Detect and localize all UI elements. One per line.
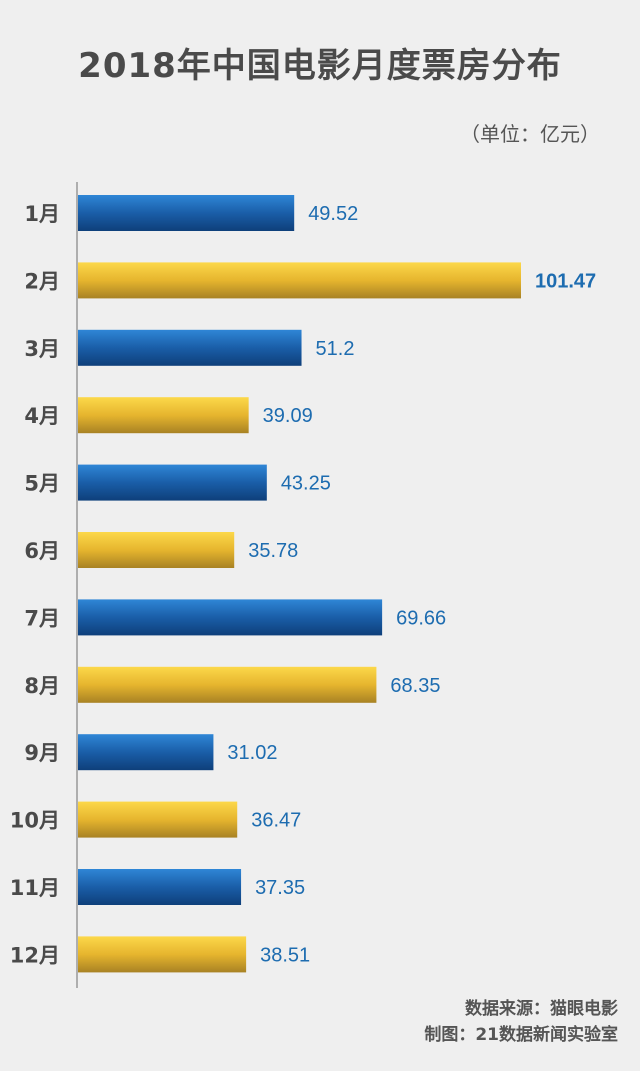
bar bbox=[78, 397, 249, 434]
source-note: 数据来源：猫眼电影 制图：21数据新闻实验室 bbox=[424, 996, 618, 1048]
unit-label: （单位：亿元） bbox=[460, 122, 600, 146]
category-label: 1月 bbox=[24, 202, 60, 226]
chart-title: 2018年中国电影月度票房分布 bbox=[78, 46, 562, 86]
value-label: 69.66 bbox=[396, 607, 446, 629]
bar bbox=[78, 801, 238, 838]
category-label: 12月 bbox=[10, 943, 60, 967]
value-label: 39.09 bbox=[263, 405, 313, 427]
category-label: 2月 bbox=[24, 269, 60, 293]
bar bbox=[78, 666, 377, 703]
category-label: 3月 bbox=[24, 337, 60, 361]
category-label: 11月 bbox=[10, 876, 60, 900]
category-label: 5月 bbox=[24, 472, 60, 496]
data-source: 数据来源：猫眼电影 bbox=[465, 999, 618, 1019]
category-label: 7月 bbox=[24, 606, 60, 630]
value-label: 101.47 bbox=[535, 270, 596, 292]
bar bbox=[78, 464, 267, 501]
value-label: 68.35 bbox=[390, 675, 440, 697]
bar bbox=[78, 532, 235, 568]
value-label: 49.52 bbox=[308, 203, 358, 225]
value-label: 35.78 bbox=[248, 540, 298, 562]
credit: 制图：21数据新闻实验室 bbox=[424, 1025, 618, 1045]
bar bbox=[78, 262, 521, 299]
bar bbox=[78, 869, 242, 905]
value-label: 38.51 bbox=[260, 944, 310, 966]
category-label: 8月 bbox=[24, 674, 60, 698]
bar bbox=[78, 329, 302, 366]
bar bbox=[78, 734, 214, 771]
value-label: 31.02 bbox=[227, 742, 277, 764]
category-label: 10月 bbox=[10, 809, 60, 833]
value-label: 51.2 bbox=[316, 338, 355, 360]
bar bbox=[78, 936, 247, 973]
category-label: 6月 bbox=[24, 539, 60, 563]
bar bbox=[78, 195, 295, 231]
value-label: 43.25 bbox=[281, 473, 331, 495]
value-label: 37.35 bbox=[255, 877, 305, 899]
value-label: 36.47 bbox=[251, 810, 301, 832]
category-label: 9月 bbox=[24, 741, 60, 765]
bar bbox=[78, 599, 383, 636]
category-label: 4月 bbox=[24, 404, 60, 428]
